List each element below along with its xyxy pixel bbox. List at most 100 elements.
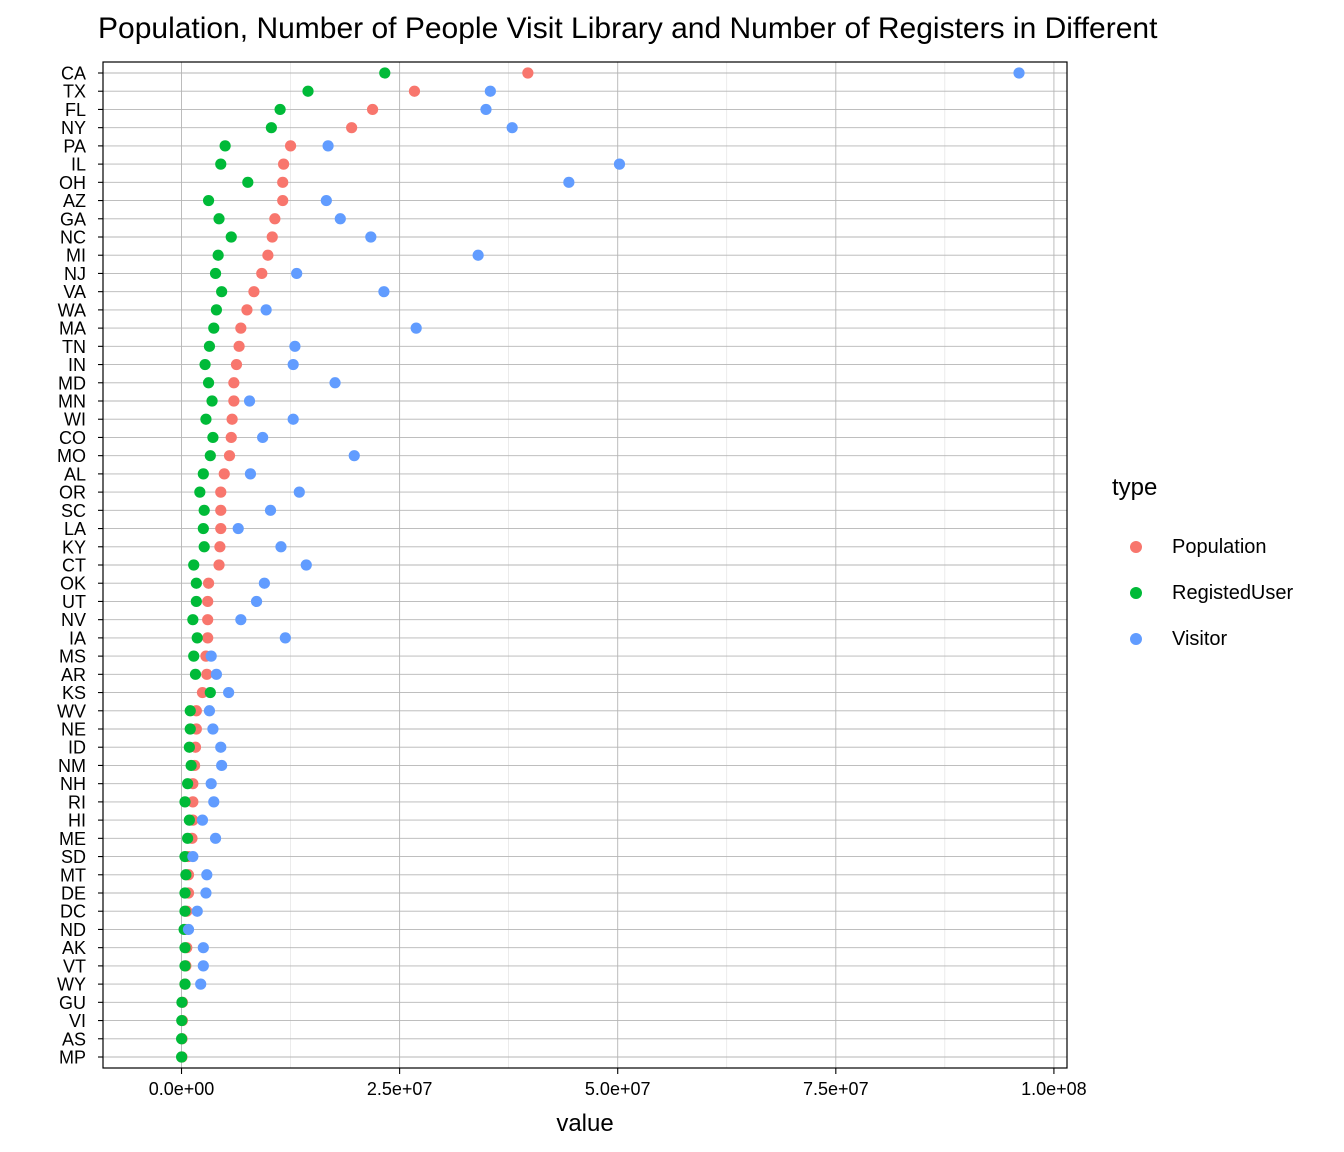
y-tick-label: WY [57, 975, 86, 995]
y-tick-label: IL [71, 155, 86, 175]
point-registeduser-ga [213, 213, 225, 225]
point-registeduser-nm [185, 759, 197, 772]
point-visitor-wa [260, 304, 272, 316]
point-registeduser-ms [188, 650, 200, 662]
point-visitor-ca [1013, 67, 1025, 79]
point-registeduser-nj [209, 267, 222, 280]
point-population-ok [202, 577, 215, 589]
point-visitor-ma [410, 322, 422, 334]
point-registeduser-mi [212, 249, 224, 261]
y-tick-label: MN [58, 392, 86, 412]
point-population-pa [284, 140, 297, 152]
point-visitor-nm [216, 759, 228, 772]
point-visitor-or [293, 486, 305, 498]
y-tick-label: VA [63, 282, 86, 302]
point-visitor-nv [235, 614, 247, 626]
point-visitor-wy [195, 978, 207, 990]
point-registeduser-ut [190, 595, 202, 608]
point-registeduser-vi [176, 1014, 188, 1027]
point-registeduser-al [197, 468, 209, 480]
point-registeduser-ct [188, 559, 200, 571]
x-tick-label: 7.5e+07 [803, 1079, 869, 1099]
point-population-mo [223, 450, 236, 462]
point-registeduser-pa [219, 140, 231, 152]
point-visitor-ia [279, 632, 291, 644]
point-visitor-la [232, 522, 244, 535]
y-tick-label: IN [68, 355, 86, 375]
point-population-az [277, 194, 289, 207]
x-tick-label: 2.5e+07 [367, 1079, 433, 1099]
point-visitor-ne [207, 723, 219, 735]
y-tick-label: MD [58, 373, 86, 393]
point-population-al [218, 468, 230, 480]
point-population-ny [346, 122, 358, 134]
point-visitor-ar [210, 668, 223, 680]
legend-item-population: Population [1112, 524, 1293, 570]
point-registeduser-sc [198, 504, 210, 516]
point-population-md [228, 377, 240, 389]
point-registeduser-ca [379, 67, 391, 79]
y-tick-label: RI [68, 792, 86, 812]
axes: CATXFLNYPAILOHAZGANCMINJVAWAMATNINMDMNWI… [57, 64, 1087, 1138]
point-population-va [248, 286, 260, 298]
y-tick-label: MS [59, 647, 86, 667]
point-population-mn [228, 395, 240, 407]
point-visitor-fl [480, 103, 492, 116]
point-population-ks [196, 686, 209, 699]
point-registeduser-ia [191, 632, 203, 644]
legend-item-registeduser: RegistedUser [1112, 570, 1293, 616]
point-population-nc [266, 231, 278, 243]
point-population-ga [269, 213, 281, 225]
point-visitor-ny [506, 122, 518, 134]
y-tick-label: OR [59, 483, 86, 503]
point-visitor-mt [201, 869, 213, 881]
point-registeduser-ri [179, 796, 191, 808]
y-tick-label: AR [61, 665, 86, 685]
point-visitor-pa [322, 140, 334, 152]
point-visitor-co [257, 431, 269, 444]
point-visitor-wi [287, 413, 299, 425]
point-visitor-nj [291, 267, 303, 280]
point-registeduser-oh [242, 176, 254, 188]
point-visitor-al [244, 468, 257, 480]
point-population-in [230, 358, 243, 371]
point-visitor-nd [182, 923, 195, 936]
point-registeduser-nh [182, 778, 194, 790]
point-registeduser-ks [204, 686, 216, 699]
point-registeduser-dc [179, 905, 191, 917]
point-visitor-in [287, 358, 299, 371]
y-tick-label: NJ [64, 264, 86, 284]
point-visitor-mn [243, 395, 256, 407]
point-population-nv [202, 614, 214, 626]
point-registeduser-ar [189, 668, 202, 680]
point-registeduser-wy [179, 978, 191, 990]
y-tick-label: DE [61, 884, 86, 904]
point-registeduser-as [176, 1033, 188, 1045]
point-visitor-ok [258, 577, 270, 589]
point-registeduser-tx [302, 85, 314, 97]
point-visitor-nh [205, 778, 217, 790]
point-registeduser-va [216, 286, 228, 298]
y-tick-label: OK [60, 574, 86, 594]
y-tick-label: KY [62, 537, 86, 557]
point-visitor-ut [250, 595, 263, 608]
point-population-ct [213, 559, 225, 571]
legend-title: type [1112, 474, 1158, 501]
legend-label-visitor: Visitor [1172, 627, 1228, 650]
point-registeduser-nc [225, 231, 237, 243]
point-visitor-mi [472, 249, 484, 261]
point-population-il [277, 158, 290, 170]
point-registeduser-mp [176, 1051, 188, 1063]
point-registeduser-ma [208, 322, 220, 334]
point-registeduser-in [199, 358, 211, 371]
point-registeduser-ny [265, 122, 277, 134]
point-visitor-ct [300, 559, 312, 571]
point-population-tx [408, 85, 421, 97]
y-tick-label: NM [58, 756, 86, 776]
point-registeduser-wi [200, 413, 212, 425]
point-visitor-il [613, 158, 626, 170]
point-registeduser-ok [190, 577, 202, 589]
y-tick-label: CA [61, 64, 86, 84]
point-population-oh [277, 176, 289, 188]
